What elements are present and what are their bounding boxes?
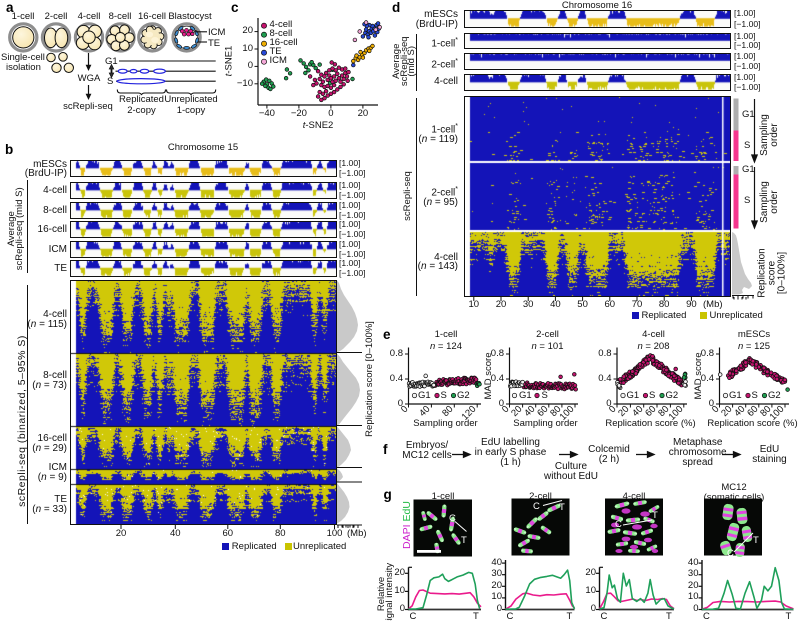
svg-text:T: T <box>559 502 565 513</box>
svg-text:T: T <box>461 535 467 546</box>
svg-text:C: C <box>449 513 456 524</box>
svg-text:C: C <box>615 519 622 530</box>
svg-text:C: C <box>727 548 734 559</box>
svg-text:T: T <box>753 535 759 546</box>
svg-text:C: C <box>533 501 540 512</box>
svg-text:T: T <box>652 510 658 521</box>
